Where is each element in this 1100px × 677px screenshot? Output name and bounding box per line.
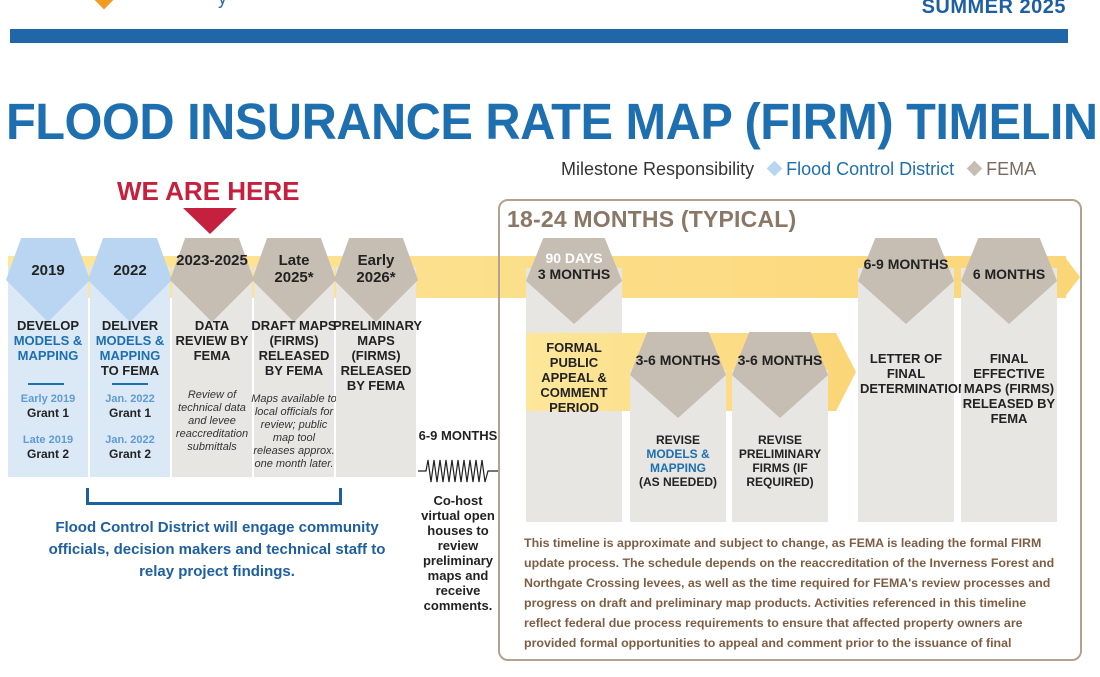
header-rule [10,29,1068,43]
divider [112,383,148,385]
milestone-date: 2023-2025 [176,252,248,269]
revise-firms-duration: 3-6 MONTHS [737,352,823,368]
milestone-activity: DRAFT MAPS (FIRMS) RELEASED BY FEMA [251,318,337,378]
lfd-duration: 6-9 MONTHS [863,256,949,272]
grant-name: Grant 1 [26,406,69,420]
appeal-arrow-icon [836,333,856,411]
grant-date: Late 2019 [22,434,74,446]
diamond-icon-fema [966,160,983,177]
final-duration: 6 MONTHS [972,266,1046,282]
revise-models-duration: 3-6 MONTHS [635,352,721,368]
we-are-here-label: WE ARE HERE [117,176,300,206]
milestone-note: Review of technical data and levee reacc… [175,389,249,453]
grant-name: Grant 1 [108,406,151,420]
typical-period-box [498,199,1082,661]
timeline-arrow-icon [1064,256,1080,298]
milestone-activity: DELIVER MODELS & MAPPING TO FEMA [95,318,165,378]
zigzag-icon [418,459,498,483]
milestone-date: 2022 [113,262,147,279]
page-title: FLOOD INSURANCE RATE MAP (FIRM) TIMELINE [6,93,1100,150]
milestone-activity: DATA REVIEW BY FEMA [175,318,249,363]
bracket [86,488,342,505]
legend-fcd: Flood Control District [786,159,955,179]
appeal-activity: FORMAL PUBLIC APPEAL & COMMENT PERIOD [540,340,608,415]
grant-date: Early 2019 [20,393,76,405]
disclaimer-text: This timeline is approximate and subject… [524,536,1055,650]
fcd-engagement-note: Flood Control District will engage commu… [48,519,386,580]
milestone-note: Maps available to local officials for re… [251,393,337,470]
diamond-icon-fcd [766,160,783,177]
typical-period-title: 18-24 MONTHS (TYPICAL) [507,206,797,232]
revise-firms-activity: REVISE PRELIMINARY FIRMS (IF REQUIRED) [738,433,822,489]
milestone-activity: PRELIMINARY MAPS (FIRMS) RELEASED BY FEM… [333,318,423,393]
grant-date: Jan. 2022 [105,434,155,446]
grant-name: Grant 2 [108,447,151,461]
legend-label: Milestone Responsibility [561,159,755,179]
grant-date: Jan. 2022 [105,393,155,405]
season-label: SUMMER 2025 [921,0,1066,18]
legend-fema: FEMA [986,159,1037,179]
legend: Milestone Responsibility Flood Control D… [561,159,1036,180]
final-activity: FINAL EFFECTIVE MAPS (FIRMS) RELEASED BY… [962,351,1056,426]
open-house-duration: 6-9 MONTHS [418,428,498,443]
milestone-date: Early 2026* [356,252,396,286]
lfd-activity: LETTER OF FINAL DETERMINATION [860,351,968,396]
milestone-date: 2019 [31,262,65,279]
logo-mark-icon [92,0,116,10]
milestone-date: Late 2025* [274,252,314,286]
logo-text-fragment: y [218,0,227,9]
milestone-activity: DEVELOP MODELS & MAPPING [13,318,83,363]
grant-name: Grant 2 [26,447,69,461]
down-arrow-icon [183,208,237,234]
revise-models-activity: REVISE MODELS & MAPPING (AS NEEDED) [638,433,717,489]
divider [28,383,64,385]
open-house-activity: Co-host virtual open houses to review pr… [421,493,495,613]
appeal-duration: 90 DAYS 3 MONTHS [537,250,611,282]
